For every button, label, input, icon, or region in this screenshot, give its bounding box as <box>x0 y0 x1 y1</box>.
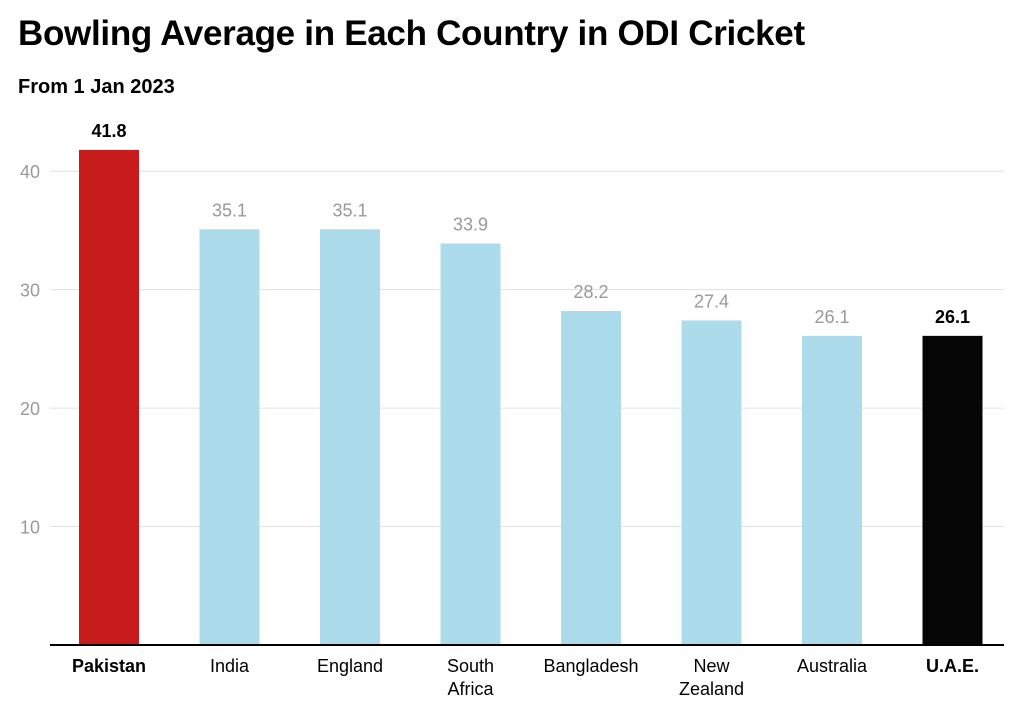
data-label: 35.1 <box>332 200 367 220</box>
bar <box>79 149 139 645</box>
x-tick-label: Bangladesh <box>543 656 638 676</box>
x-tick-label-line: Zealand <box>679 679 744 699</box>
x-tick-label-line: South <box>447 656 494 676</box>
data-label: 28.2 <box>573 282 608 302</box>
x-tick-label-line: Africa <box>447 679 494 699</box>
chart-title: Bowling Average in Each Country in ODI C… <box>18 14 805 53</box>
x-tick-label-line: U.A.E. <box>926 656 979 676</box>
data-label: 33.9 <box>453 214 488 234</box>
bar <box>440 243 501 645</box>
x-tick-label-line: England <box>317 656 383 676</box>
x-tick-label: Australia <box>797 656 868 676</box>
x-tick-label: South Africa <box>447 656 495 699</box>
y-tick-label: 20 <box>20 399 40 419</box>
x-tick-label-line: India <box>210 656 250 676</box>
data-label: 26.1 <box>814 307 849 327</box>
y-tick-label: 10 <box>20 518 40 538</box>
data-label: 41.8 <box>91 121 126 141</box>
bar <box>681 320 742 645</box>
bar <box>561 310 621 645</box>
bar <box>199 229 260 645</box>
data-label: 26.1 <box>935 307 970 327</box>
bar <box>922 335 983 645</box>
x-tick-label: India <box>210 656 250 676</box>
x-tick-label-line: Pakistan <box>72 656 146 676</box>
x-tick-label: England <box>317 656 383 676</box>
data-label: 35.1 <box>212 200 247 220</box>
x-tick-label: U.A.E. <box>926 656 979 676</box>
y-tick-label: 30 <box>20 281 40 301</box>
x-tick-label-line: Australia <box>797 656 868 676</box>
y-tick-label: 40 <box>20 162 40 182</box>
bar <box>320 229 380 645</box>
x-tick-label: New Zealand <box>679 656 744 699</box>
x-tick-label-line: Bangladesh <box>543 656 638 676</box>
x-tick-label-line: New <box>693 656 730 676</box>
chart-subtitle: From 1 Jan 2023 <box>18 76 175 98</box>
data-label: 27.4 <box>694 291 729 311</box>
bar <box>802 335 862 645</box>
x-tick-label: Pakistan <box>72 656 146 676</box>
